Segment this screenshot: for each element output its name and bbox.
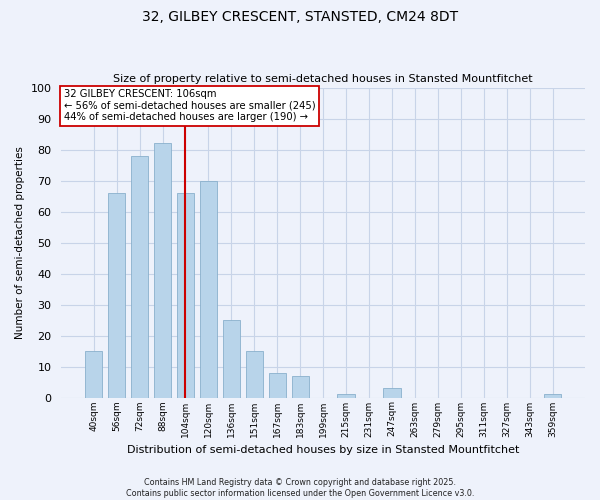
Bar bbox=[200, 180, 217, 398]
Bar bbox=[269, 372, 286, 398]
Text: 32, GILBEY CRESCENT, STANSTED, CM24 8DT: 32, GILBEY CRESCENT, STANSTED, CM24 8DT bbox=[142, 10, 458, 24]
Bar bbox=[131, 156, 148, 398]
Bar bbox=[292, 376, 309, 398]
Text: Contains HM Land Registry data © Crown copyright and database right 2025.
Contai: Contains HM Land Registry data © Crown c… bbox=[126, 478, 474, 498]
Text: 32 GILBEY CRESCENT: 106sqm
← 56% of semi-detached houses are smaller (245)
44% o: 32 GILBEY CRESCENT: 106sqm ← 56% of semi… bbox=[64, 89, 316, 122]
Bar bbox=[223, 320, 240, 398]
Bar bbox=[337, 394, 355, 398]
Bar bbox=[544, 394, 561, 398]
Bar bbox=[108, 193, 125, 398]
Bar bbox=[177, 193, 194, 398]
Bar bbox=[85, 351, 102, 398]
Y-axis label: Number of semi-detached properties: Number of semi-detached properties bbox=[15, 146, 25, 339]
Bar bbox=[383, 388, 401, 398]
Bar bbox=[245, 351, 263, 398]
Bar bbox=[154, 144, 171, 398]
X-axis label: Distribution of semi-detached houses by size in Stansted Mountfitchet: Distribution of semi-detached houses by … bbox=[127, 445, 520, 455]
Title: Size of property relative to semi-detached houses in Stansted Mountfitchet: Size of property relative to semi-detach… bbox=[113, 74, 533, 84]
